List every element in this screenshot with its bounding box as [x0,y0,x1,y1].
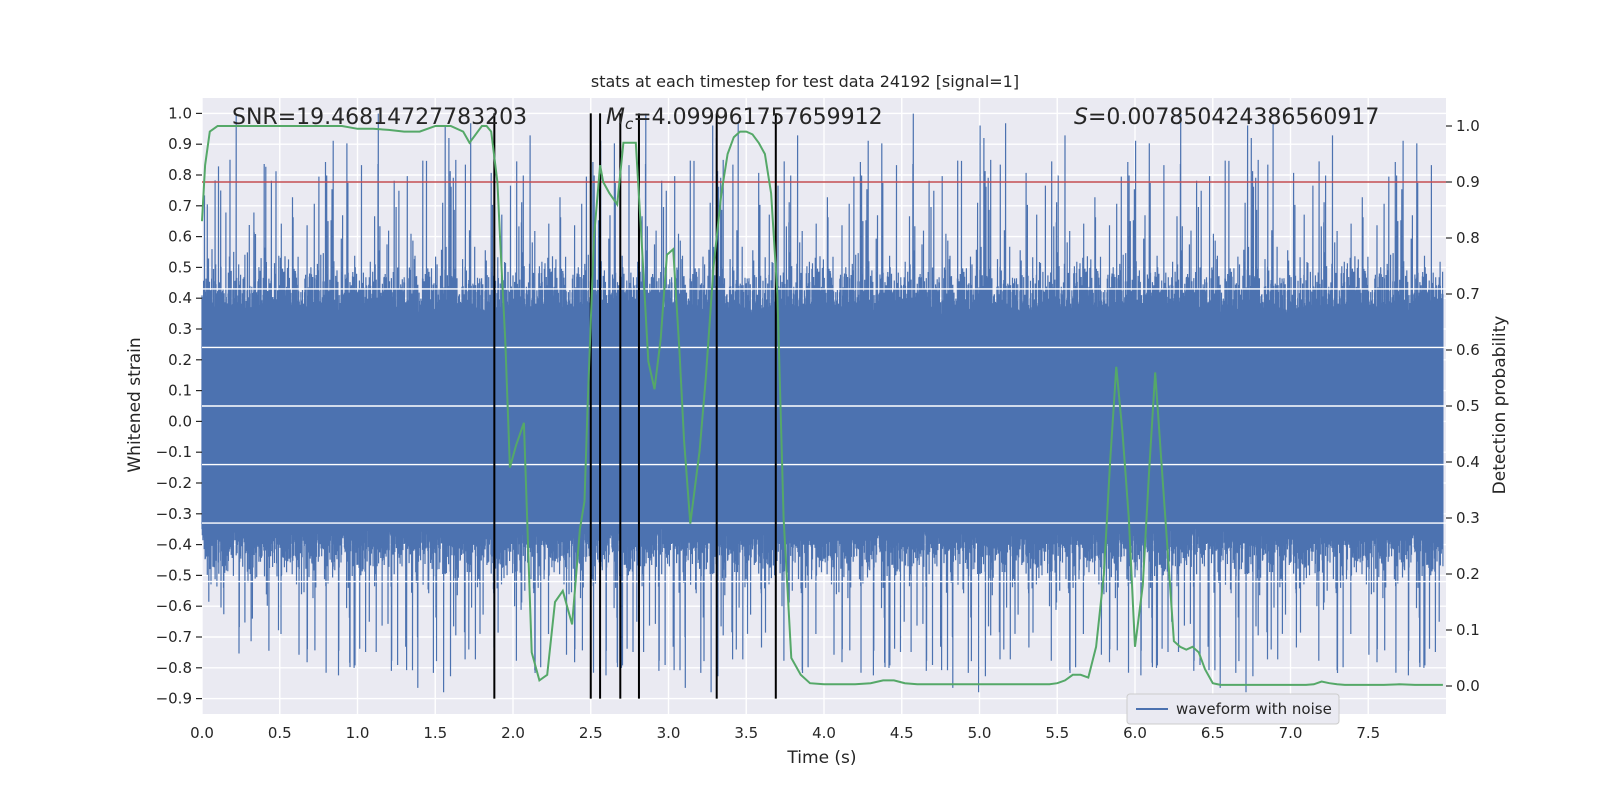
x-tick-label: 2.5 [579,724,603,742]
legend-label-waveform: waveform with noise [1176,700,1332,718]
mc-value: =4.099961757659912 [633,105,882,130]
mc-subscript: c [625,115,634,133]
x-tick-label: 1.5 [423,724,447,742]
y-left-tick-label: −0.9 [156,690,192,708]
y-axis-left-label: Whitened strain [125,337,145,472]
y-right-tick-label: 1.0 [1456,117,1480,135]
y-right-tick-label: 0.3 [1456,509,1480,527]
x-tick-label: 0.5 [268,724,292,742]
x-tick-label: 6.0 [1123,724,1147,742]
mc-symbol: M [606,105,625,130]
y-left-tick-label: 0.8 [168,166,192,184]
s-value: =0.007850424386560917 [1088,105,1379,130]
y-left-tick-label: 0.3 [168,320,192,338]
y-left-tick-label: −0.4 [156,536,192,554]
y-right-tick-label: 0.6 [1456,341,1480,359]
y-left-tick-label: −0.7 [156,628,192,646]
x-tick-label: 5.5 [1045,724,1069,742]
y-left-tick-label: −0.8 [156,659,192,677]
snr-annotation: SNR=19.46814727783203 [232,105,527,130]
axis-ticks: 0.0 0.5 1.0 1.5 2.0 2.5 3.0 3.5 4.0 4.5 5.0 5.5 6.0 6… [156,104,1480,742]
chirp-mass-annotation: Mc=4.099961757659912 [606,105,883,133]
x-tick-label: 2.0 [501,724,525,742]
s-annotation: S=0.007850424386560917 [1074,105,1379,130]
x-axis-label: Time (s) [786,748,856,768]
probability-series [201,125,1443,686]
y-left-tick-label: −0.5 [156,566,192,584]
y-axis-right-label: Detection probability [1490,316,1510,495]
y-left-tick-label: 0.9 [168,135,192,153]
waveform-line [201,113,1444,693]
x-tick-label: 5.0 [968,724,992,742]
probability-line [201,125,1443,686]
event-vertical-lines [493,113,777,699]
chart-title: stats at each timestep for test data 241… [591,72,1019,91]
legend: waveform with noise [1126,693,1340,725]
y-left-tick-label: 0.4 [168,289,192,307]
y-left-tick-label: −0.6 [156,597,192,615]
x-tick-label: 3.0 [657,724,681,742]
x-tick-label: 7.5 [1356,724,1380,742]
x-tick-label: 4.5 [890,724,914,742]
x-tick-label: 7.0 [1279,724,1303,742]
y-left-tick-label: 0.2 [168,351,192,369]
y-right-tick-label: 0.2 [1456,565,1480,583]
y-right-tick-label: 0.0 [1456,677,1480,695]
s-symbol: S [1074,105,1088,130]
y-left-tick-label: 0.6 [168,228,192,246]
y-right-tick-label: 0.7 [1456,285,1480,303]
y-left-tick-label: 0.0 [168,412,192,430]
y-right-tick-label: 0.8 [1456,229,1480,247]
y-right-tick-label: 0.4 [1456,453,1480,471]
y-left-tick-label: 1.0 [168,104,192,122]
x-tick-label: 3.5 [734,724,758,742]
y-left-tick-label: −0.2 [156,474,192,492]
white-gridlines-overlay [202,288,1446,583]
y-left-tick-label: 0.7 [168,197,192,215]
x-tick-label: 1.0 [346,724,370,742]
y-left-tick-label: 0.5 [168,258,192,276]
waveform-series [201,113,1444,693]
y-left-tick-label: −0.1 [156,443,192,461]
x-tick-label: 6.5 [1201,724,1225,742]
x-tick-label: 4.0 [812,724,836,742]
legend-box [1126,693,1340,725]
x-tick-label: 0.0 [190,724,214,742]
y-left-tick-label: 0.1 [168,382,192,400]
y-right-tick-label: 0.9 [1456,173,1480,191]
y-left-tick-label: −0.3 [156,505,192,523]
y-right-tick-label: 0.1 [1456,621,1480,639]
y-right-tick-label: 0.5 [1456,397,1480,415]
